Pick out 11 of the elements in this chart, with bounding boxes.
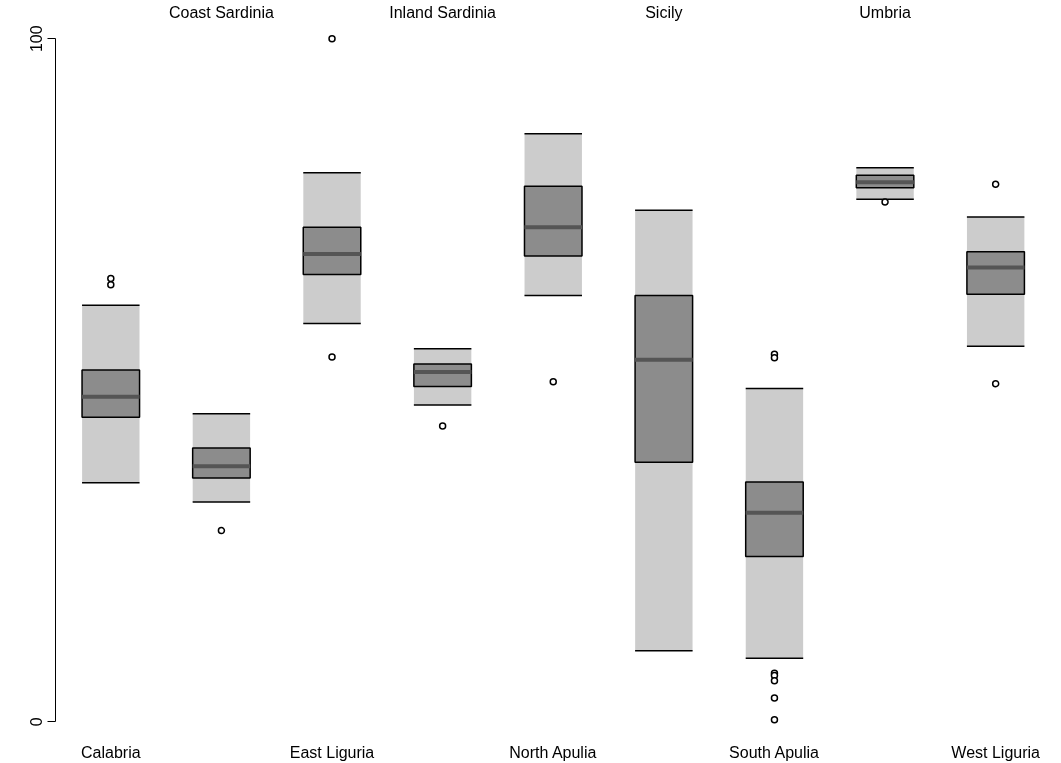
y-tick-label: 100: [28, 25, 46, 53]
x-tick-label: Coast Sardinia: [168, 3, 274, 21]
x-tick-label: Calabria: [81, 743, 141, 761]
x-tick-label: North Apulia: [509, 743, 597, 761]
y-tick-label: 0: [28, 717, 46, 727]
x-tick-label: South Apulia: [729, 743, 820, 761]
x-tick-label: Sicily: [645, 3, 683, 21]
x-tick-label: East Liguria: [289, 743, 375, 761]
x-tick-label: West Liguria: [951, 743, 1041, 761]
x-tick-label: Inland Sardinia: [389, 3, 497, 21]
x-tick-label: Umbria: [859, 3, 911, 21]
